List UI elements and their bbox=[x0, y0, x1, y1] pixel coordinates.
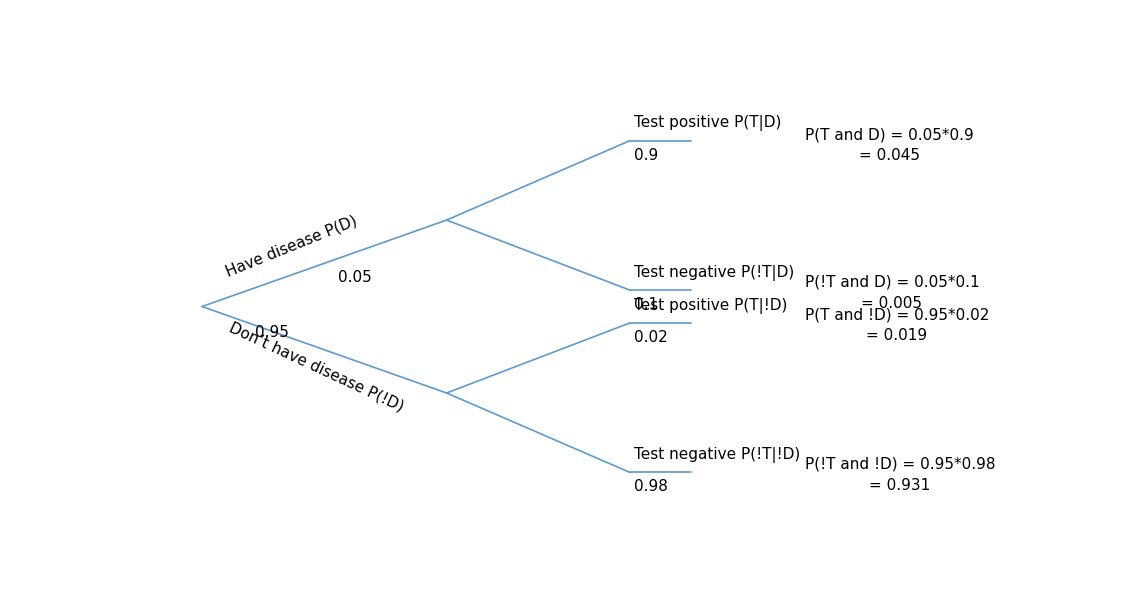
Text: Test negative P(!T|!D): Test negative P(!T|!D) bbox=[635, 447, 800, 463]
Text: 0.02: 0.02 bbox=[635, 330, 668, 345]
Text: Have disease P(D): Have disease P(D) bbox=[223, 212, 358, 279]
Text: Test positive P(T|!D): Test positive P(T|!D) bbox=[635, 297, 788, 314]
Text: 0.05: 0.05 bbox=[338, 270, 372, 285]
Text: P(!T and !D) = 0.95*0.98
= 0.931: P(!T and !D) = 0.95*0.98 = 0.931 bbox=[805, 457, 995, 493]
Text: P(T and !D) = 0.95*0.02
= 0.019: P(T and !D) = 0.95*0.02 = 0.019 bbox=[805, 307, 990, 343]
Text: 0.9: 0.9 bbox=[635, 148, 658, 163]
Text: P(T and D) = 0.05*0.9
= 0.045: P(T and D) = 0.05*0.9 = 0.045 bbox=[805, 127, 974, 163]
Text: 0.1: 0.1 bbox=[635, 297, 658, 312]
Text: P(!T and D) = 0.05*0.1
= 0.005: P(!T and D) = 0.05*0.1 = 0.005 bbox=[805, 274, 979, 311]
Text: 0.98: 0.98 bbox=[635, 480, 668, 495]
Text: Test negative P(!T|D): Test negative P(!T|D) bbox=[635, 265, 795, 281]
Text: 0.95: 0.95 bbox=[255, 325, 289, 340]
Text: Test positive P(T|D): Test positive P(T|D) bbox=[635, 115, 782, 131]
Text: Don’t have disease P(!D): Don’t have disease P(!D) bbox=[228, 320, 407, 414]
